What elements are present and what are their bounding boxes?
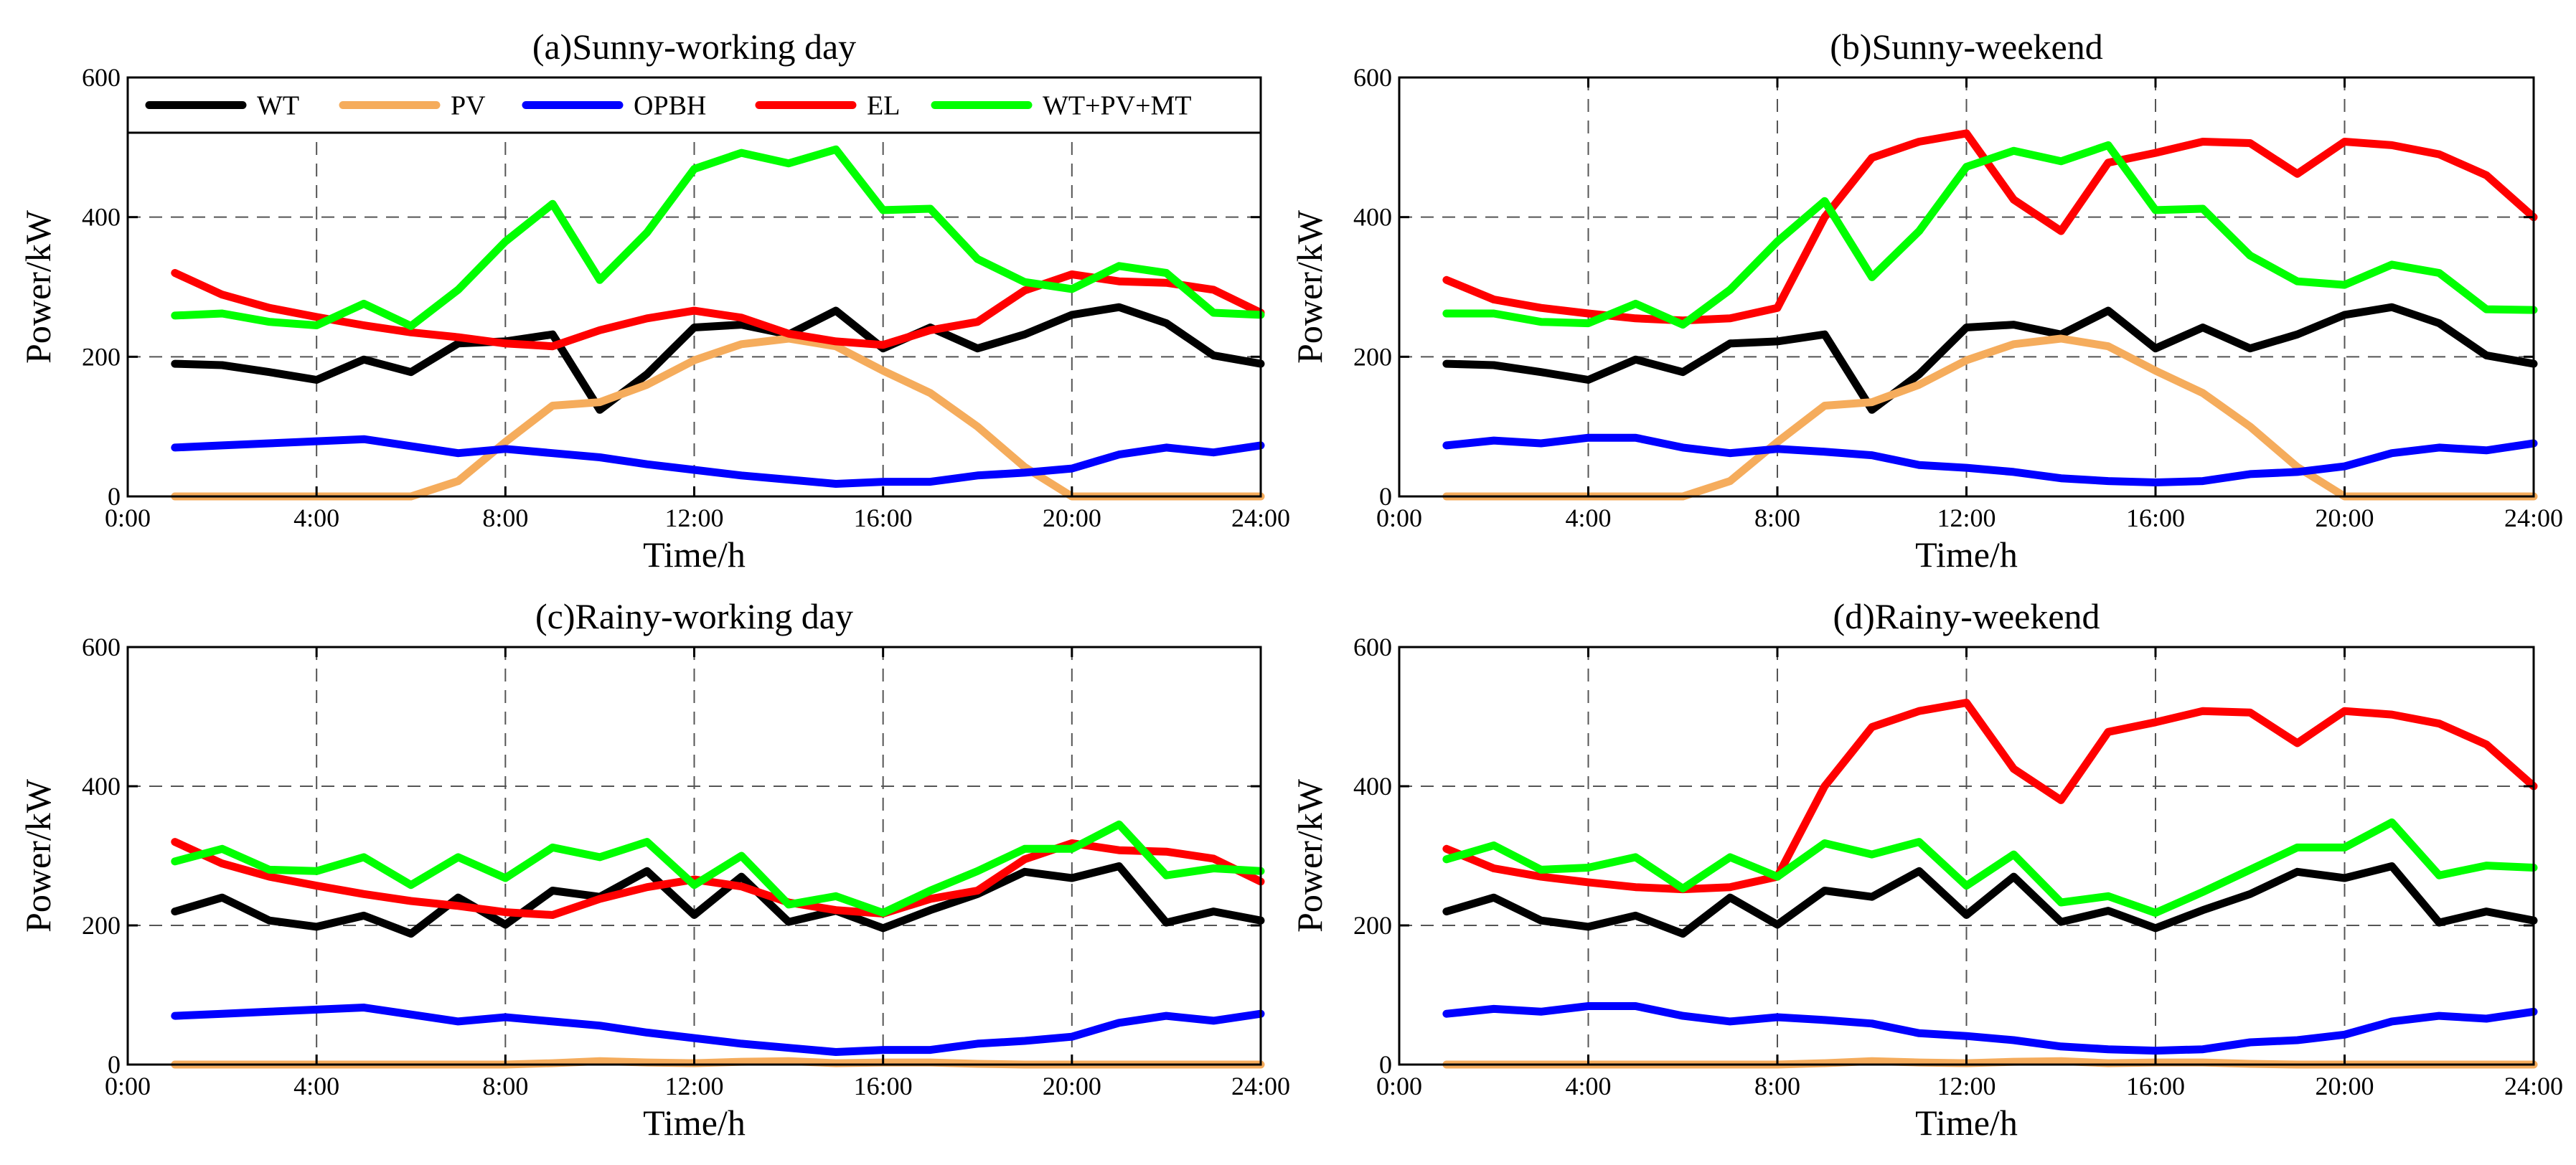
x-tick-label: 20:00 [2315,1072,2374,1100]
x-tick-label: 12:00 [1937,1072,1996,1100]
x-tick-label: 4:00 [1565,1072,1611,1100]
series-line-el [171,838,1265,919]
x-tick-label: 12:00 [664,1072,723,1100]
x-tick-label: 8:00 [482,504,528,532]
series-line-wt [171,303,1265,414]
series-line-wt [171,862,1265,938]
chart-panel-3: 0:00 4:00 8:00 12:00 16:00 20:00 24:00 0 200 400 6… [1289,596,2563,1143]
x-tick-label: 8:00 [482,1072,528,1100]
x-tick-label: 0:00 [105,504,151,532]
legend-label: WT [257,91,299,121]
x-axis-label: Time/h [643,1103,746,1143]
y-tick-label: 400 [1353,772,1392,801]
y-axis-label: Power/kW [18,778,58,933]
y-tick-label: 0 [108,1050,121,1079]
x-tick-label: 0:00 [1376,504,1422,532]
y-tick-label: 600 [1353,633,1392,661]
series-line-el [1442,129,2538,325]
x-tick-label: 12:00 [664,504,723,532]
legend-label: WT+PV+MT [1043,91,1192,121]
x-tick-label: 16:00 [854,504,913,532]
legend-box [126,76,1262,134]
series-line-el [1442,699,2538,894]
y-tick-label: 600 [82,63,121,92]
y-tick-label: 600 [82,633,121,661]
y-tick-label: 0 [1379,1050,1392,1079]
y-tick-label: 400 [82,203,121,232]
legend-label: EL [867,91,900,121]
y-tick-label: 400 [82,772,121,801]
y-axis-label: Power/kW [1289,778,1330,933]
x-tick-label: 4:00 [1565,504,1611,532]
x-tick-label: 8:00 [1754,504,1800,532]
y-tick-label: 0 [1379,482,1392,511]
y-tick-label: 200 [82,911,121,940]
y-tick-label: 200 [82,342,121,371]
y-axis-label: Power/kW [1289,209,1330,364]
chart-title: (b)Sunny-weekend [1830,27,2102,67]
x-tick-label: 24:00 [2504,1072,2563,1100]
x-tick-label: 0:00 [1376,1072,1422,1100]
x-tick-label: 24:00 [1231,1072,1290,1100]
x-tick-label: 20:00 [1043,1072,1101,1100]
x-tick-label: 16:00 [2126,504,2185,532]
x-tick-label: 24:00 [2504,504,2563,532]
x-axis-label: Time/h [643,534,746,575]
x-tick-label: 16:00 [854,1072,913,1100]
y-tick-label: 400 [1353,203,1392,232]
y-axis-label: Power/kW [18,209,58,364]
series-line-opbh [171,435,1265,488]
chart-panel-0: 0:00 4:00 8:00 12:00 16:00 20:00 24:00 0 200 400 6… [18,27,1290,575]
series-line-wt-pv-mt [1442,818,2538,917]
series-line-opbh [1442,433,2538,486]
series-line-wt [1442,862,2538,938]
y-tick-label: 600 [1353,63,1392,92]
chart-title: (a)Sunny-working day [532,27,856,67]
series-line-wt-pv-mt [171,145,1265,330]
legend-label: PV [451,91,486,121]
y-tick-label: 200 [1353,911,1392,940]
x-tick-label: 4:00 [293,1072,339,1100]
series-line-wt-pv-mt [1442,141,2538,329]
chart-panel-1: 0:00 4:00 8:00 12:00 16:00 20:00 24:00 0 200 400 6… [1289,27,2563,575]
x-tick-label: 4:00 [293,504,339,532]
x-tick-label: 8:00 [1754,1072,1800,1100]
x-axis-label: Time/h [1915,1103,2018,1143]
x-tick-label: 0:00 [105,1072,151,1100]
x-tick-label: 16:00 [2126,1072,2185,1100]
chart-panel-2: 0:00 4:00 8:00 12:00 16:00 20:00 24:00 0 200 400 6… [18,596,1290,1143]
series-line-opbh [171,1004,1265,1056]
legend: WT PV OPBH EL WT+PV+MT [126,76,1262,134]
series-line-el [171,269,1265,351]
series-line-wt-pv-mt [171,820,1265,917]
series-line-wt [1442,303,2538,414]
series-line-opbh [1442,1002,2538,1055]
legend-label: OPBH [634,91,706,121]
y-tick-label: 200 [1353,342,1392,371]
y-tick-label: 0 [108,482,121,511]
chart-title: (d)Rainy-weekend [1833,596,2100,636]
x-axis-label: Time/h [1915,534,2018,575]
x-tick-label: 24:00 [1231,504,1290,532]
x-tick-label: 20:00 [2315,504,2374,532]
chart-title: (c)Rainy-working day [535,596,853,636]
x-tick-label: 20:00 [1043,504,1101,532]
x-tick-label: 12:00 [1937,504,1996,532]
